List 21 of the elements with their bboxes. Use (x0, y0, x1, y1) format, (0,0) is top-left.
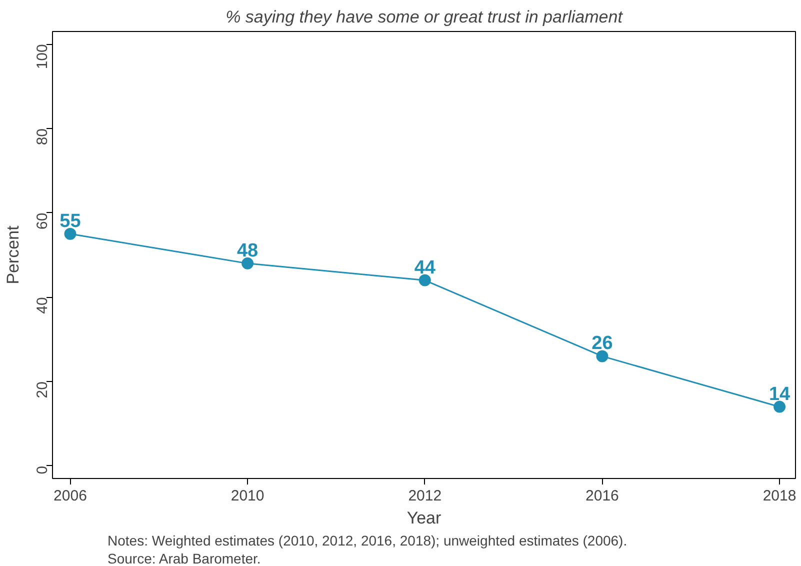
chart-title: % saying they have some or great trust in parliament (226, 8, 624, 26)
x-tick-label: 2018 (762, 488, 796, 504)
data-label: 26 (592, 333, 613, 354)
x-axis-title: Year (406, 508, 442, 528)
x-tick-label: 2006 (54, 488, 87, 504)
data-label: 44 (414, 257, 436, 278)
x-tick-label: 2012 (408, 488, 442, 504)
y-tick-label: 60 (34, 212, 51, 230)
data-label: 48 (236, 240, 258, 262)
y-tick-label: 40 (34, 297, 51, 314)
y-tick-label: 20 (34, 382, 51, 398)
y-axis-title: Percent (4, 225, 22, 284)
y-tick-label: 80 (34, 128, 51, 146)
y-tick-label: 100 (34, 44, 51, 70)
data-label: 55 (60, 210, 82, 232)
x-tick-label: 2010 (230, 488, 264, 504)
data-label: 14 (768, 384, 791, 405)
y-tick-label: 0 (34, 466, 51, 474)
text: Notes: Weighted estimates (2010, 2012, 2016, 2018); unweighted estimates (2006). (108, 532, 628, 548)
x-tick-label: 2016 (586, 488, 619, 504)
source-note: Source: Arab Barometer. (108, 550, 261, 566)
